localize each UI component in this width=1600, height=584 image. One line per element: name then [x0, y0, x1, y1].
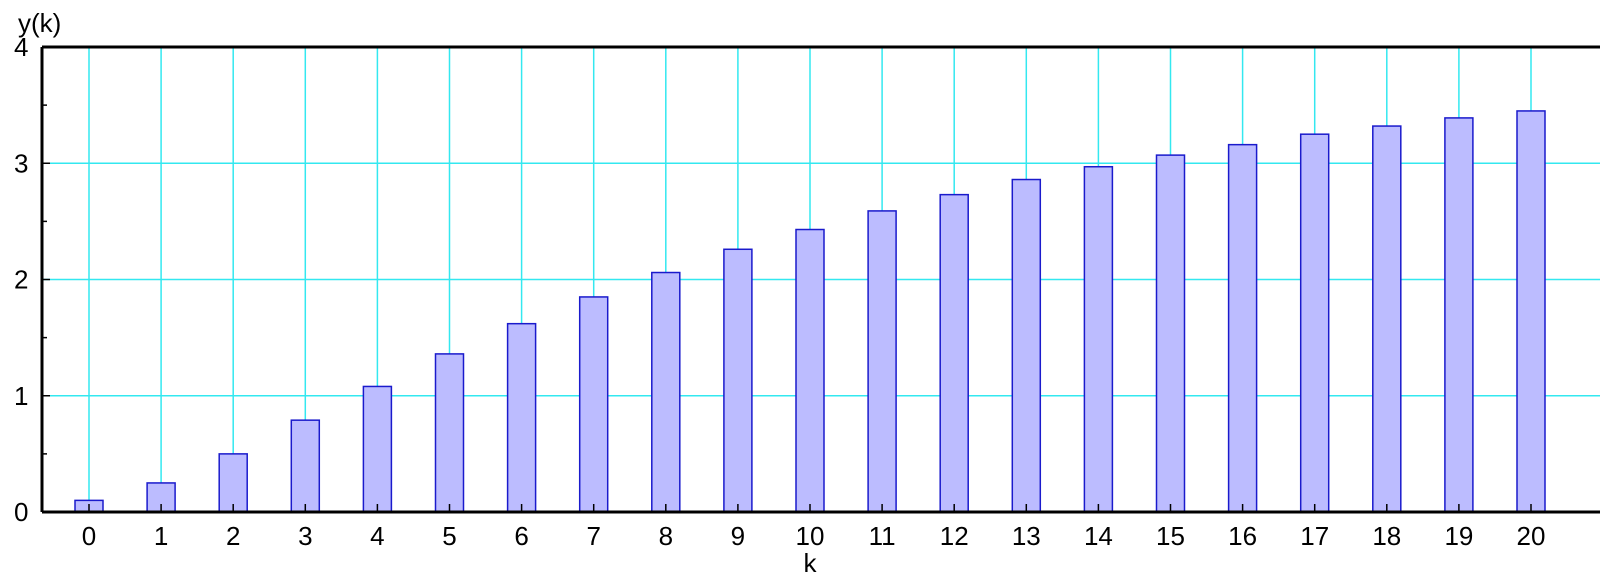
- x-tick-label: 3: [298, 521, 312, 551]
- x-tick-label: 10: [796, 521, 825, 551]
- x-tick-label: 7: [586, 521, 600, 551]
- bar-19: [1444, 117, 1474, 513]
- x-axis-label: k: [804, 548, 818, 578]
- x-tick-label: 12: [940, 521, 969, 551]
- y-tick-label: 4: [14, 32, 28, 62]
- x-tick-label: 5: [442, 521, 456, 551]
- x-tick-label: 6: [514, 521, 528, 551]
- y-tick-label: 3: [14, 148, 28, 178]
- y-tick-label: 0: [14, 497, 28, 527]
- bar-16: [1227, 143, 1258, 513]
- bar-3: [290, 419, 321, 513]
- x-tick-label: 2: [226, 521, 240, 551]
- x-tick-label: 4: [370, 521, 384, 551]
- bar-7: [578, 296, 609, 513]
- x-tick-label: 18: [1372, 521, 1401, 551]
- bar-17: [1299, 133, 1330, 513]
- bar-13: [1011, 178, 1042, 513]
- x-tick-label: 19: [1444, 521, 1473, 551]
- bar-5: [434, 353, 465, 513]
- x-tick-label: 15: [1156, 521, 1185, 551]
- x-tick-label: 0: [82, 521, 96, 551]
- axes: [40, 45, 1600, 514]
- x-tick-label: 16: [1228, 521, 1257, 551]
- x-tick-label: 20: [1517, 521, 1546, 551]
- x-tick-label: 13: [1012, 521, 1041, 551]
- y-axis-label: y(k): [18, 8, 61, 38]
- bar-8: [651, 271, 681, 513]
- bar-20: [1516, 110, 1546, 513]
- bar-14: [1083, 165, 1114, 513]
- bar-6: [506, 322, 537, 513]
- x-tick-label: 14: [1084, 521, 1113, 551]
- bar-12: [939, 193, 969, 513]
- bar-4: [362, 385, 393, 513]
- bar-10: [795, 228, 825, 513]
- bar-15: [1155, 154, 1186, 513]
- x-tick-label: 17: [1300, 521, 1329, 551]
- bars: [74, 110, 1546, 513]
- x-tick-label: 8: [659, 521, 673, 551]
- x-tick-label: 11: [869, 521, 896, 551]
- bar-11: [867, 210, 897, 513]
- bar-9: [723, 248, 753, 513]
- bar-18: [1372, 125, 1402, 513]
- x-tick-label: 9: [731, 521, 745, 551]
- bar-2: [218, 453, 248, 513]
- y-tick-label: 1: [14, 381, 28, 411]
- y-tick-label: 2: [14, 265, 28, 295]
- x-tick-label: 1: [154, 521, 168, 551]
